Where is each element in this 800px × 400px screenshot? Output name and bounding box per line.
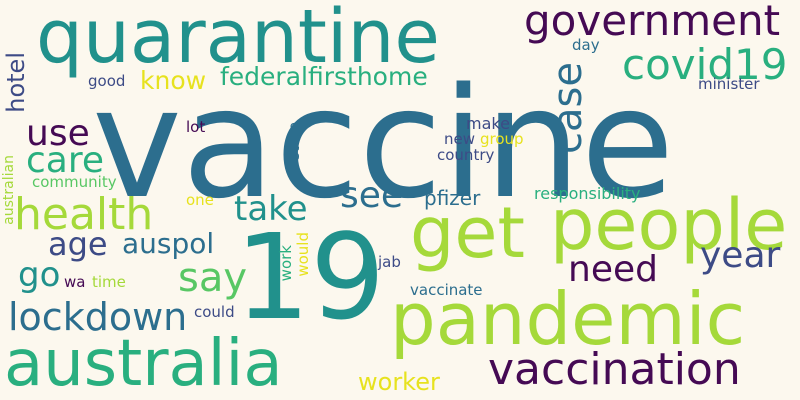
word-jab: jab (378, 253, 401, 271)
word-australian: australian (1, 155, 17, 225)
word-get: get (410, 192, 525, 274)
word-australia: australia (4, 327, 283, 400)
word-case: case (545, 62, 591, 154)
word-federalfirsthome: federalfirsthome (220, 62, 428, 91)
word-hotel: hotel (2, 52, 30, 113)
word-pandemic: pandemic (390, 277, 746, 361)
word-use: use (26, 113, 90, 154)
word-lot: lot (186, 118, 206, 136)
word-state: state (285, 122, 303, 160)
word-covid19: covid19 (622, 40, 788, 89)
word-auspol: auspol (122, 227, 215, 260)
word-good: good (88, 72, 126, 90)
word-pfizer: pfizer (424, 186, 481, 210)
word-wa: wa (64, 273, 86, 291)
word-minister: minister (698, 75, 760, 93)
word-one: one (186, 191, 214, 209)
word-health: health (14, 189, 154, 240)
word-care: care (26, 140, 105, 181)
word-year: year (700, 235, 781, 276)
word-age: age (48, 225, 108, 263)
word-make: make (466, 114, 510, 133)
word-responsibility: responsibility (534, 184, 641, 203)
word-time: time (92, 273, 126, 291)
word-group: group (480, 130, 524, 148)
word-new: new (444, 130, 476, 148)
word-people: people (550, 184, 788, 266)
word-work: work (277, 245, 295, 282)
word-community: community (32, 173, 117, 191)
word-lockdown: lockdown (8, 295, 188, 339)
word-vaccine: vaccine (92, 55, 675, 232)
word-vaccination: vaccination (488, 344, 741, 395)
word-go: go (18, 255, 61, 295)
word-would: would (294, 232, 312, 277)
word-country: country (437, 146, 495, 164)
word-quarantine: quarantine (36, 0, 440, 80)
word-need: need (568, 249, 658, 290)
word-government: government (524, 0, 781, 45)
word-vaccinate: vaccinate (410, 281, 483, 299)
word-could: could (194, 303, 235, 321)
word-take: take (234, 189, 308, 229)
word-say: say (178, 255, 248, 301)
word-see: see (340, 175, 404, 216)
word-worker: worker (358, 368, 440, 396)
word-day: day (572, 36, 600, 54)
word-19: 19 (235, 208, 386, 346)
word-know: know (140, 66, 207, 95)
